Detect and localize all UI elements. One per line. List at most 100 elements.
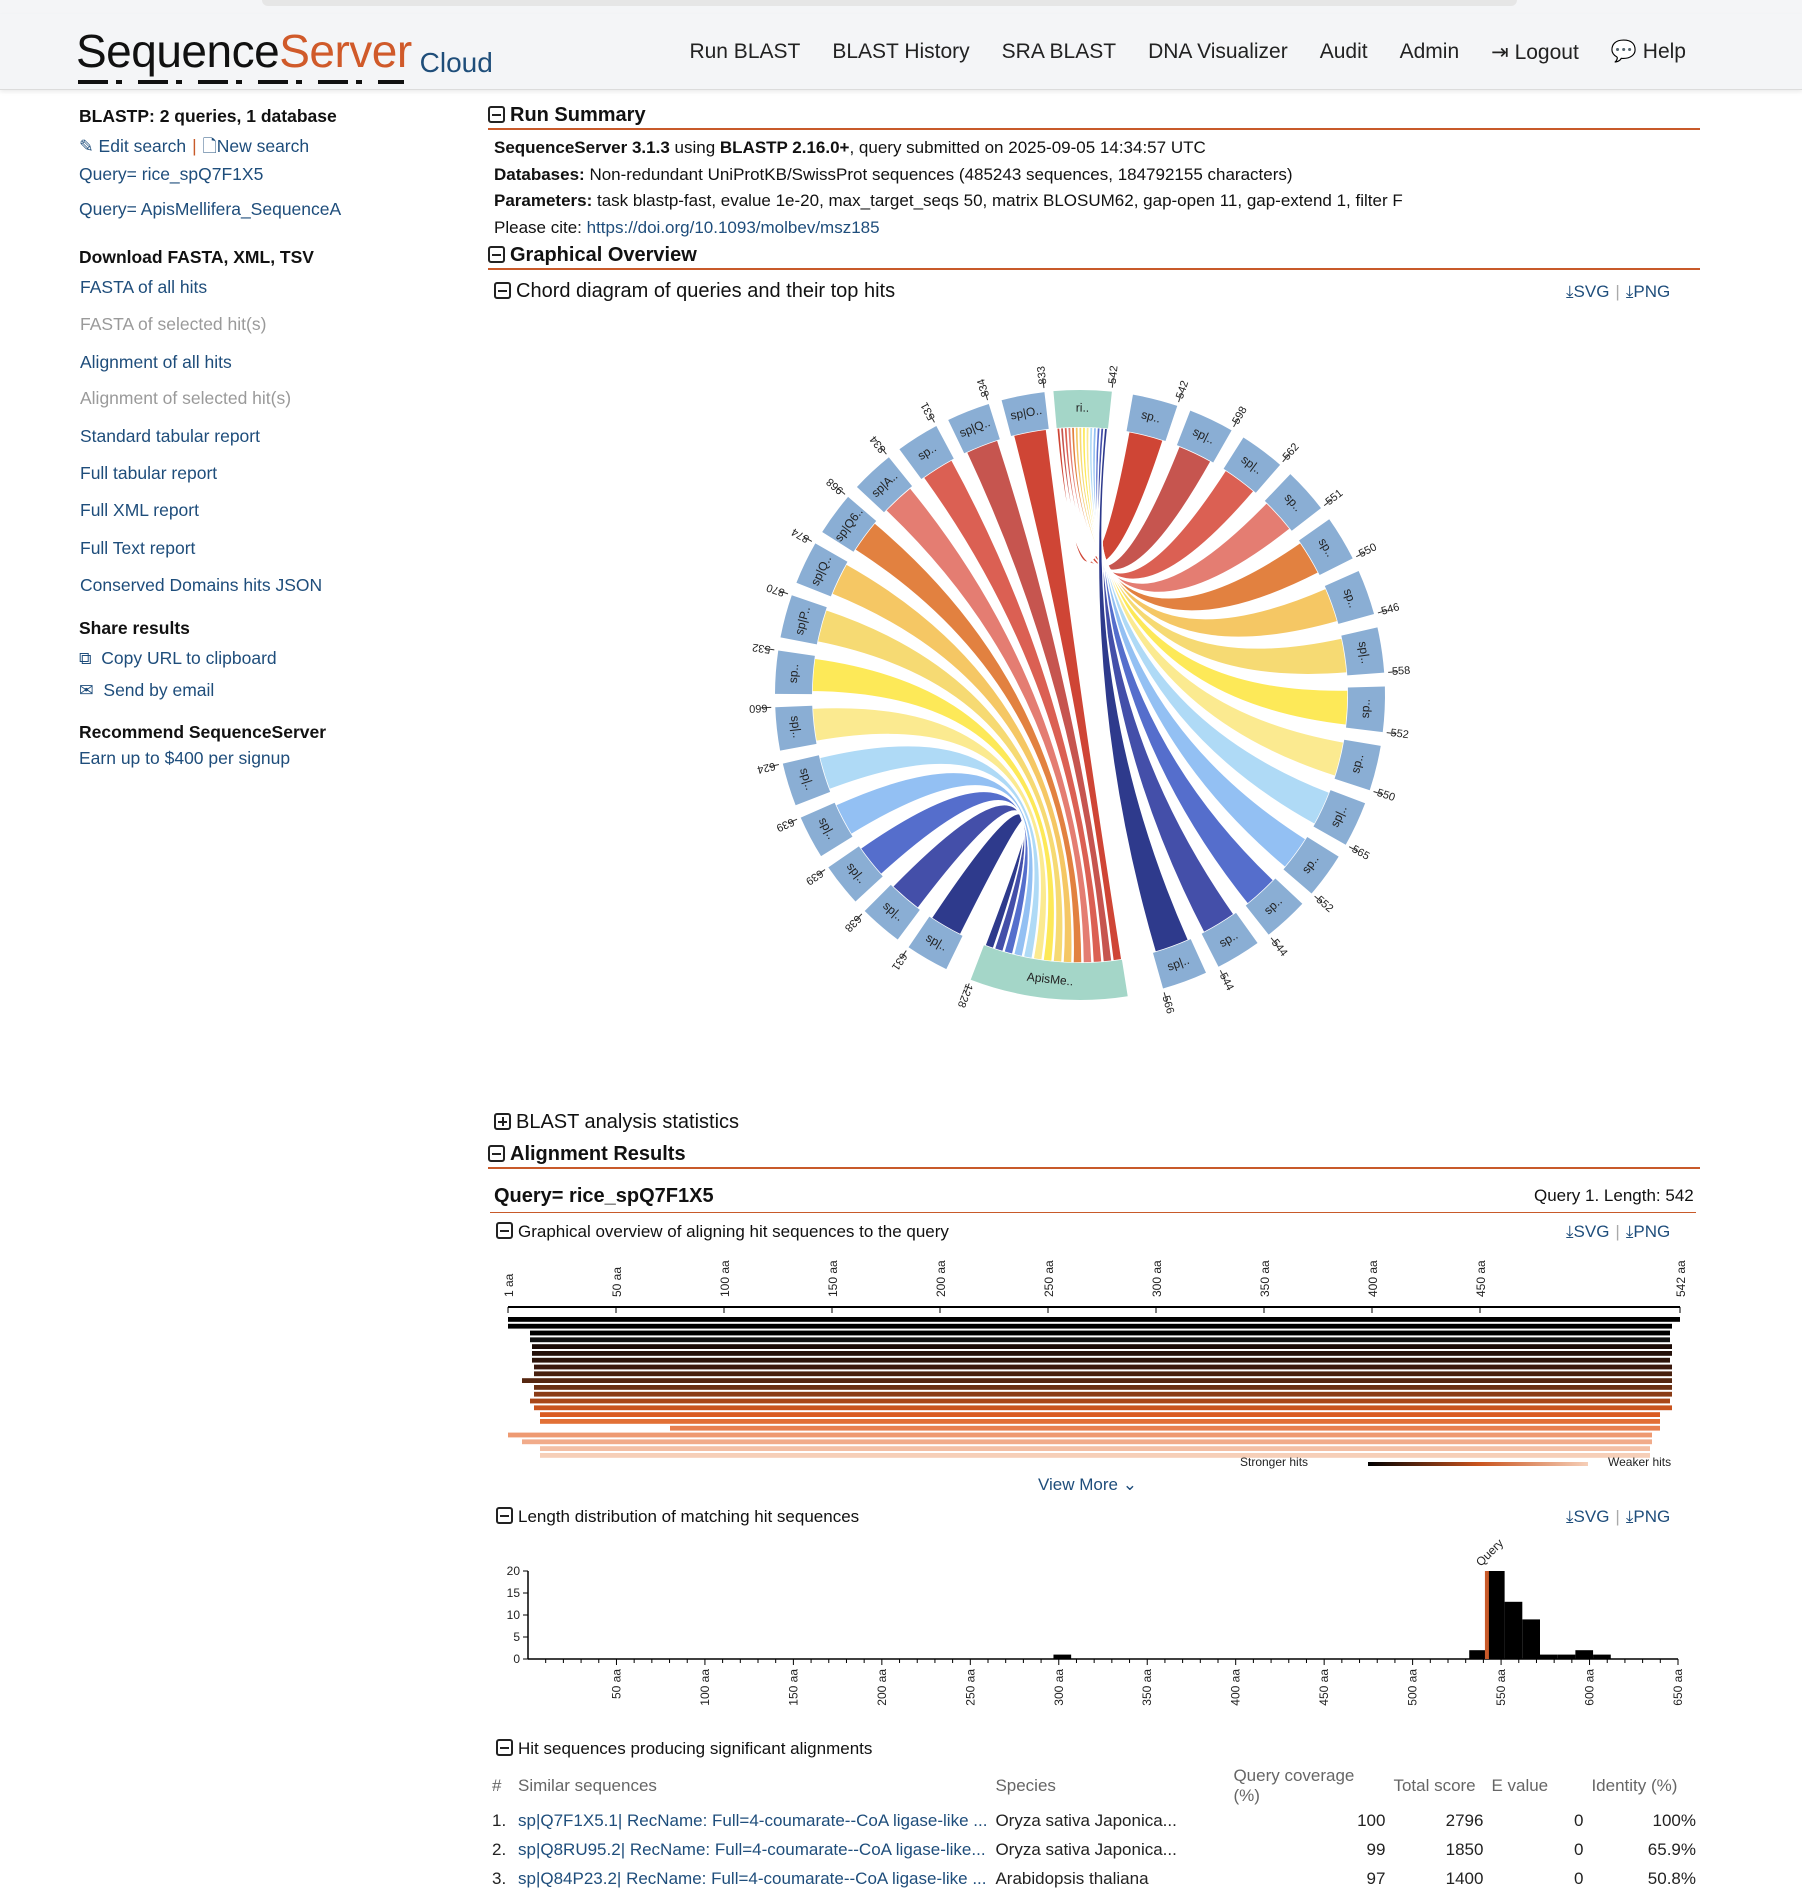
logo-cloud: Cloud <box>420 47 493 78</box>
nav-dna-visualizer[interactable]: DNA Visualizer <box>1148 40 1288 65</box>
collapse-icon[interactable] <box>496 1739 513 1756</box>
hit-link[interactable]: sp|Q7F1X5.1| RecName: Full=4-coumarate--… <box>514 1806 991 1835</box>
blast-version: BLASTP 2.16.0+ <box>720 138 850 157</box>
col-score[interactable]: Total score <box>1389 1766 1487 1806</box>
logout-icon: ⇥ <box>1491 41 1514 64</box>
collapse-icon[interactable] <box>496 1222 513 1239</box>
length-bar <box>1522 1619 1540 1659</box>
col-similar[interactable]: Similar sequences <box>514 1766 991 1806</box>
query-link-2[interactable]: Query= ApisMellifera_SequenceA <box>79 201 341 219</box>
summary-line-params: Parameters: task blastp-fast, evalue 1e-… <box>494 191 1403 211</box>
chord-hit-arc-length: 558 <box>1392 665 1411 678</box>
address-bar-edge <box>262 0 1517 6</box>
hit-link[interactable]: sp|Q84P23.2| RecName: Full=4-coumarate--… <box>514 1864 991 1893</box>
hit-link-text[interactable]: sp|Q7F1X5.1| RecName: Full=4-coumarate--… <box>518 1811 987 1830</box>
run-summary-header[interactable]: Run Summary <box>488 104 1700 130</box>
edit-search-link[interactable]: ✎ Edit search|🗋New search <box>79 138 309 156</box>
length-bar <box>1540 1655 1558 1659</box>
table-row[interactable]: 2. sp|Q8RU95.2| RecName: Full=4-coumarat… <box>488 1835 1700 1864</box>
blast-stats-title: BLAST analysis statistics <box>516 1111 739 1133</box>
run-summary-section: Run Summary <box>488 104 1700 130</box>
table-row[interactable]: 3. sp|Q84P23.2| RecName: Full=4-coumarat… <box>488 1864 1700 1893</box>
table-row[interactable]: 1. sp|Q7F1X5.1| RecName: Full=4-coumarat… <box>488 1806 1700 1835</box>
blast-stats-header[interactable]: BLAST analysis statistics <box>494 1111 739 1134</box>
hit-link-text[interactable]: sp|Q8RU95.2| RecName: Full=4-coumarate--… <box>518 1840 986 1859</box>
recommend-link[interactable]: Earn up to $400 per signup <box>79 750 290 768</box>
nav-help[interactable]: 💬 Help <box>1611 40 1686 65</box>
collapse-icon[interactable] <box>488 1145 505 1162</box>
nav-logout[interactable]: ⇥ Logout <box>1491 40 1579 65</box>
copy-url-label: Copy URL to clipboard <box>101 648 276 668</box>
download-svg-button[interactable]: ⤓SVG <box>1566 1507 1609 1526</box>
download-full-xml[interactable]: Full XML report <box>80 502 199 520</box>
hit-bar <box>508 1324 1672 1329</box>
logo-underline <box>78 80 404 84</box>
collapse-icon[interactable] <box>496 1507 513 1524</box>
x-tick-label: 400 aa <box>1229 1669 1243 1706</box>
row-coverage: 97 <box>1229 1864 1389 1893</box>
row-coverage: 99 <box>1229 1835 1389 1864</box>
hit-link-text[interactable]: sp|Q84P23.2| RecName: Full=4-coumarate--… <box>518 1869 987 1888</box>
expand-icon[interactable] <box>494 1113 511 1130</box>
collapse-icon[interactable] <box>494 282 511 299</box>
hits-title-row[interactable]: Hit sequences producing significant alig… <box>496 1739 872 1759</box>
row-species: Oryza sativa Japonica... <box>991 1835 1229 1864</box>
query-divider <box>490 1212 1696 1213</box>
download-standard-tabular[interactable]: Standard tabular report <box>80 428 260 446</box>
download-full-tabular[interactable]: Full tabular report <box>80 465 217 483</box>
graphical-overview-header[interactable]: Graphical Overview <box>488 244 1700 270</box>
col-identity[interactable]: Identity (%) <box>1587 1766 1700 1806</box>
query-link-1[interactable]: Query= rice_spQ7F1X5 <box>79 166 263 184</box>
cite-link[interactable]: https://doi.org/10.1093/molbev/msz185 <box>587 218 880 237</box>
length-dist-title-row[interactable]: Length distribution of matching hit sequ… <box>496 1507 859 1527</box>
collapse-icon[interactable] <box>488 106 505 123</box>
separator: | <box>192 136 197 156</box>
nav-run-blast[interactable]: Run BLAST <box>689 40 800 65</box>
nav-admin[interactable]: Admin <box>1400 40 1460 65</box>
x-tick-label: 100 aa <box>698 1669 712 1706</box>
collapse-icon[interactable] <box>488 246 505 263</box>
chord-hit-arc-length: 639 <box>774 815 796 833</box>
download-alignment-all[interactable]: Alignment of all hits <box>80 354 232 372</box>
col-species[interactable]: Species <box>991 1766 1229 1806</box>
download-cdd-json[interactable]: Conserved Domains hits JSON <box>80 577 322 595</box>
chord-hit-arc-length: 833 <box>1035 365 1049 385</box>
send-email-link[interactable]: ✉ Send by email <box>79 682 214 700</box>
download-svg-button[interactable]: ⤓SVG <box>1566 1222 1609 1241</box>
hit-bar <box>534 1405 1672 1410</box>
row-evalue: 0 <box>1487 1835 1587 1864</box>
nav-sra-blast[interactable]: SRA BLAST <box>1002 40 1116 65</box>
chord-download: ⤓SVG|⤓PNG <box>1566 282 1670 302</box>
alignment-results-header[interactable]: Alignment Results <box>488 1143 1700 1169</box>
download-fasta-all[interactable]: FASTA of all hits <box>80 279 207 297</box>
chord-hit-arc-length: 870 <box>765 581 786 598</box>
download-icon: ⤓ <box>1566 282 1574 301</box>
nav-audit[interactable]: Audit <box>1320 40 1368 65</box>
view-more-link[interactable]: View More ⌄ <box>1038 1475 1137 1495</box>
download-png-button[interactable]: ⤓PNG <box>1626 1507 1670 1526</box>
download-full-text[interactable]: Full Text report <box>80 540 195 558</box>
hits-title: Hit sequences producing significant alig… <box>518 1739 872 1758</box>
overview-title-row[interactable]: Graphical overview of aligning hit seque… <box>496 1222 949 1242</box>
hit-link[interactable]: sp|Q8RU95.2| RecName: Full=4-coumarate--… <box>514 1835 991 1864</box>
hits-table: # Similar sequences Species Query covera… <box>488 1766 1700 1893</box>
new-search-label[interactable]: New search <box>217 136 309 156</box>
col-coverage[interactable]: Query coverage (%) <box>1229 1766 1389 1806</box>
summary-using: using <box>670 138 720 157</box>
download-svg-button[interactable]: ⤓SVG <box>1566 282 1609 301</box>
download-png-button[interactable]: ⤓PNG <box>1626 282 1670 301</box>
col-evalue[interactable]: E value <box>1487 1766 1587 1806</box>
copy-url-link[interactable]: ⧉ Copy URL to clipboard <box>79 650 277 668</box>
col-index: # <box>488 1766 514 1806</box>
nav-blast-history[interactable]: BLAST History <box>832 40 969 65</box>
chord-hit-arc-label: sp.. <box>786 663 801 683</box>
svg-label: SVG <box>1574 282 1610 301</box>
download-png-button[interactable]: ⤓PNG <box>1626 1222 1670 1241</box>
chord-title-row[interactable]: Chord diagram of queries and their top h… <box>494 280 895 303</box>
row-identity: 50.8% <box>1587 1864 1700 1893</box>
overview-tick-label: 350 aa <box>1258 1260 1272 1297</box>
chord-hit-arc-length: 874 <box>790 525 812 545</box>
row-index: 2. <box>488 1835 514 1864</box>
